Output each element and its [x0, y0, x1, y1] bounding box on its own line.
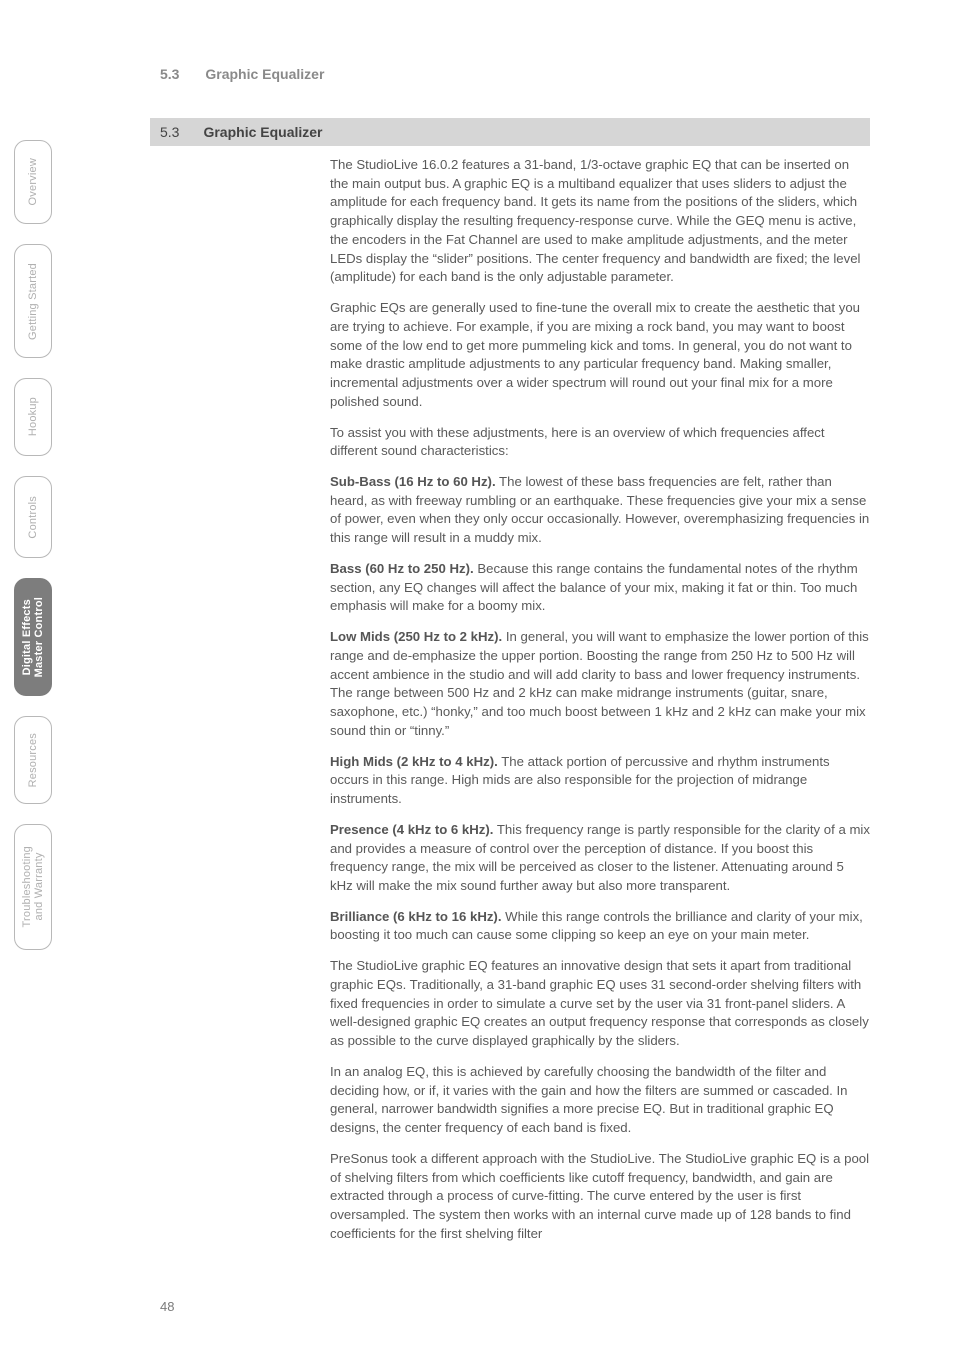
header-section-number: 5.3 — [160, 66, 179, 82]
paragraph: In an analog EQ, this is achieved by car… — [330, 1063, 870, 1138]
paragraph-lead: Sub-Bass (16 Hz to 60 Hz). — [330, 474, 496, 489]
page-number: 48 — [160, 1299, 174, 1314]
paragraph-text: In general, you will want to emphasize t… — [330, 629, 869, 738]
side-tab-label: Hookup — [27, 397, 39, 436]
side-tab-label: Digital Effects Master Control — [21, 597, 45, 677]
paragraph-lead: Presence (4 kHz to 6 kHz). — [330, 822, 493, 837]
paragraph: Bass (60 Hz to 250 Hz). Because this ran… — [330, 560, 870, 616]
paragraph-text: To assist you with these adjustments, he… — [330, 425, 825, 459]
paragraph: Graphic EQs are generally used to fine-t… — [330, 299, 870, 411]
paragraph-text: The StudioLive graphic EQ features an in… — [330, 958, 869, 1048]
paragraph: Low Mids (250 Hz to 2 kHz). In general, … — [330, 628, 870, 740]
section-number: 5.3 — [160, 124, 179, 140]
side-tab-label: Getting Started — [27, 263, 39, 340]
paragraph: Brilliance (6 kHz to 16 kHz). While this… — [330, 908, 870, 945]
paragraph: Presence (4 kHz to 6 kHz). This frequenc… — [330, 821, 870, 896]
side-tab-label: Resources — [27, 733, 39, 787]
side-tab-overview[interactable]: Overview — [14, 140, 52, 224]
side-tab-controls[interactable]: Controls — [14, 476, 52, 558]
side-tab-label: Troubleshooting and Warranty — [21, 846, 45, 927]
side-tab-getting[interactable]: Getting Started — [14, 244, 52, 358]
page-header: 5.3 Graphic Equalizer — [160, 66, 324, 82]
paragraph-text: The StudioLive 16.0.2 features a 31-band… — [330, 157, 860, 284]
page: Overview Getting Started Hookup Controls Dig… — [0, 0, 954, 1350]
side-tab-trouble[interactable]: Troubleshooting and Warranty — [14, 824, 52, 950]
paragraph-text: PreSonus took a different approach with … — [330, 1151, 869, 1241]
paragraph: High Mids (2 kHz to 4 kHz). The attack p… — [330, 753, 870, 809]
side-tab-label: Overview — [27, 158, 39, 205]
section-title-bar: 5.3 Graphic Equalizer — [150, 118, 870, 146]
paragraph: Sub-Bass (16 Hz to 60 Hz). The lowest of… — [330, 473, 870, 548]
paragraph-text: Graphic EQs are generally used to fine-t… — [330, 300, 860, 409]
side-tabs: Overview Getting Started Hookup Controls Dig… — [14, 140, 84, 950]
paragraph-lead: Bass (60 Hz to 250 Hz). — [330, 561, 474, 576]
paragraph: The StudioLive 16.0.2 features a 31-band… — [330, 156, 870, 287]
paragraph-lead: High Mids (2 kHz to 4 kHz). — [330, 754, 498, 769]
paragraph-lead: Low Mids (250 Hz to 2 kHz). — [330, 629, 502, 644]
paragraph-lead: Brilliance (6 kHz to 16 kHz). — [330, 909, 502, 924]
paragraph-text: In an analog EQ, this is achieved by car… — [330, 1064, 848, 1135]
side-tab-resources[interactable]: Resources — [14, 716, 52, 804]
side-tab-hookup[interactable]: Hookup — [14, 378, 52, 456]
header-section-title: Graphic Equalizer — [205, 66, 324, 82]
side-tab-digital[interactable]: Digital Effects Master Control — [14, 578, 52, 696]
paragraph: To assist you with these adjustments, he… — [330, 424, 870, 461]
section-title: Graphic Equalizer — [203, 124, 322, 140]
paragraph: The StudioLive graphic EQ features an in… — [330, 957, 870, 1051]
side-tab-label: Controls — [27, 496, 39, 539]
paragraph: PreSonus took a different approach with … — [330, 1150, 870, 1244]
body-text: The StudioLive 16.0.2 features a 31-band… — [330, 156, 870, 1255]
